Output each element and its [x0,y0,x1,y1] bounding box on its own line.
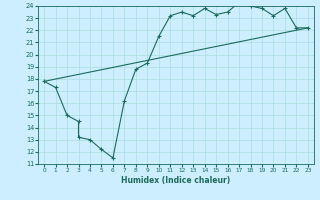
X-axis label: Humidex (Indice chaleur): Humidex (Indice chaleur) [121,176,231,185]
